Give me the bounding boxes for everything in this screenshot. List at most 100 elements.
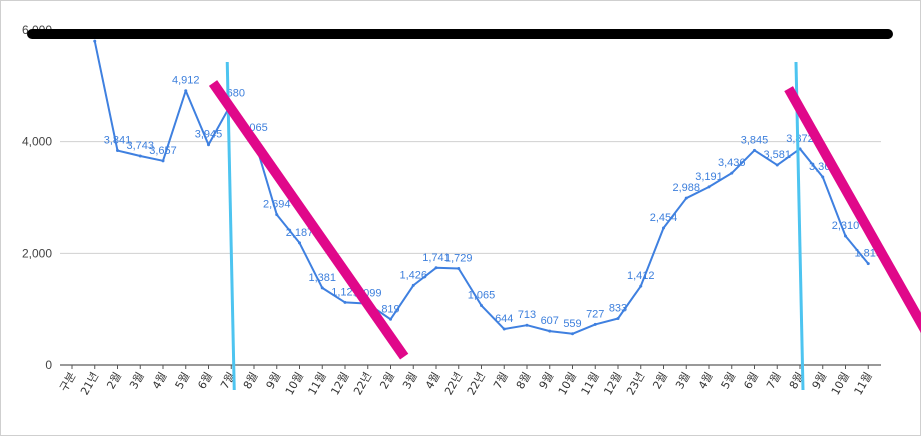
data-point <box>320 286 324 290</box>
data-point <box>457 266 461 270</box>
data-label: 1,381 <box>308 272 336 284</box>
data-point <box>525 323 529 327</box>
data-point <box>411 283 415 287</box>
data-label: 819 <box>381 303 399 315</box>
x-tick-label: 21년 <box>78 370 101 397</box>
data-point <box>821 175 825 179</box>
data-point <box>639 284 643 288</box>
x-tick-label: 22년 <box>351 370 374 397</box>
x-tick-label: 2월 <box>377 370 397 391</box>
data-point <box>275 213 279 217</box>
x-tick-label: 4월 <box>423 370 443 391</box>
data-point <box>116 149 119 153</box>
x-tick-label: 3월 <box>127 370 147 391</box>
x-tick-label: 10월 <box>283 370 306 397</box>
x-tick-label: 11월 <box>579 370 602 397</box>
x-tick-label: 7월 <box>764 370 784 391</box>
x-tick-label: 11월 <box>306 370 329 397</box>
data-label: 3,945 <box>195 129 223 141</box>
data-point <box>480 304 483 308</box>
data-point <box>707 185 711 189</box>
data-point <box>593 322 597 326</box>
data-label: 1,412 <box>627 270 655 282</box>
x-axis-ticks: 구분 21년 2월 3월 4월 5월 6월 7월 8월 9월 10월 11월 12월 22년 2월 3월 4월 2… <box>57 365 875 397</box>
data-point <box>684 196 688 200</box>
x-tick-label: 10월 <box>556 370 579 397</box>
data-label: 644 <box>495 313 513 325</box>
data-label: 559 <box>563 318 581 330</box>
data-point <box>775 163 779 167</box>
data-label: 2,694 <box>263 199 291 211</box>
data-label: 833 <box>609 302 627 314</box>
data-point <box>548 329 552 333</box>
x-tick-label: 7월 <box>491 370 511 391</box>
x-tick-label: 3월 <box>673 370 693 391</box>
x-tick-label: 8월 <box>241 370 261 391</box>
x-tick-label: 9월 <box>264 370 284 391</box>
data-label: 713 <box>518 309 536 321</box>
x-tick-label: 5월 <box>719 370 739 391</box>
x-tick-label: 6월 <box>741 370 761 391</box>
x-tick-label: 22년 <box>465 370 488 397</box>
data-label: 3,191 <box>695 171 723 183</box>
trend-arrow-line <box>784 86 921 334</box>
data-point <box>844 234 847 238</box>
x-tick-label: 3월 <box>400 370 420 391</box>
trend-arrow-line <box>208 80 409 360</box>
x-tick-label: 5월 <box>173 370 193 391</box>
data-point <box>571 332 574 336</box>
data-label: 1,741 <box>422 252 450 264</box>
x-tick-label: 23년 <box>624 370 647 397</box>
data-point <box>502 327 506 331</box>
data-point <box>138 154 142 158</box>
data-point <box>207 143 210 147</box>
data-point <box>93 39 97 43</box>
x-tick-label: 2월 <box>104 370 124 391</box>
data-label: 1,729 <box>445 252 473 264</box>
data-label: 3,845 <box>741 134 769 146</box>
data-label: 4,912 <box>172 75 200 87</box>
data-label: 1,065 <box>468 290 496 302</box>
x-tick-label: 10월 <box>829 370 852 397</box>
data-label: 2,988 <box>672 182 700 194</box>
data-label: 3,581 <box>763 149 791 161</box>
data-label: 3,841 <box>104 135 132 147</box>
x-tick-label: 12월 <box>328 370 351 397</box>
x-tick-label: 구분 <box>57 370 78 394</box>
x-tick-label: 6월 <box>195 370 215 391</box>
data-label: 727 <box>586 308 604 320</box>
x-tick-label: 4월 <box>696 370 716 391</box>
data-point <box>389 317 392 321</box>
x-tick-label: 4월 <box>150 370 170 391</box>
vertical-marker-line <box>225 61 236 391</box>
data-label: 1,426 <box>399 269 427 281</box>
data-point <box>298 241 301 245</box>
x-tick-label: 11월 <box>852 370 875 397</box>
data-point <box>753 148 756 152</box>
data-label: 3,436 <box>718 157 746 169</box>
data-labels: 3,8413,7433,6574,9123,9454,6804,0652,694… <box>104 75 882 330</box>
vertical-marker-line <box>794 61 805 391</box>
data-point <box>866 262 870 266</box>
x-tick-label: 9월 <box>810 370 830 391</box>
data-point <box>184 89 188 93</box>
data-point <box>730 171 734 175</box>
data-point <box>616 316 620 320</box>
data-label: 607 <box>541 315 559 327</box>
y-tick-label: 4,000 <box>22 135 52 149</box>
data-point <box>662 226 665 230</box>
x-tick-label: 9월 <box>537 370 557 391</box>
x-tick-label: 2월 <box>650 370 670 391</box>
data-label: 2,310 <box>832 220 860 232</box>
y-tick-label: 2,000 <box>22 246 52 260</box>
data-point <box>161 159 165 163</box>
data-label: 3,657 <box>149 145 177 157</box>
data-point <box>434 266 438 270</box>
annotations <box>27 29 921 391</box>
data-point <box>343 300 347 304</box>
x-tick-label: 8월 <box>514 370 534 391</box>
data-label: 2,454 <box>650 212 678 224</box>
x-tick-label: 22년 <box>442 370 465 397</box>
